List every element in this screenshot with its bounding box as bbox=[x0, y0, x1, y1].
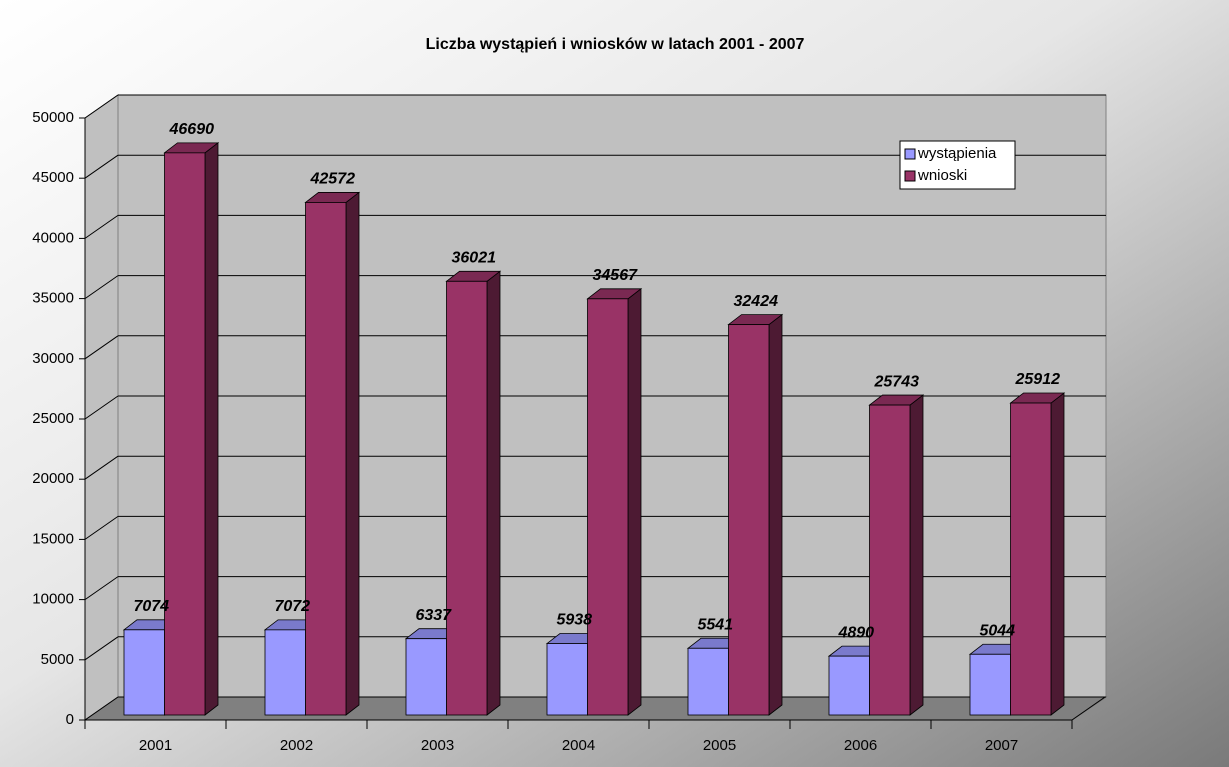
grid-line bbox=[84, 515, 119, 540]
plot: 0 5000 10000 15000 20000 25000 30000 35000 40000… bbox=[32, 94, 1106, 754]
bar-side bbox=[768, 313, 783, 716]
bar-front bbox=[587, 298, 629, 716]
bar bbox=[868, 394, 925, 716]
x-tick-label: 2001 bbox=[139, 737, 172, 754]
legend-swatch bbox=[904, 170, 916, 182]
x-tick-label: 2003 bbox=[421, 737, 454, 754]
y-tick-label: 40000 bbox=[32, 229, 74, 246]
bar-side bbox=[204, 142, 219, 716]
x-tick-label: 2002 bbox=[280, 737, 313, 754]
grid-line bbox=[84, 576, 119, 601]
legend-swatch bbox=[904, 148, 916, 160]
bar-front bbox=[405, 638, 447, 716]
bar-front bbox=[164, 152, 206, 716]
legend-label: wnioski bbox=[917, 167, 967, 184]
grid-line bbox=[84, 455, 119, 480]
bar-front bbox=[869, 404, 911, 716]
y-tick-label: 30000 bbox=[32, 350, 74, 367]
bar-side bbox=[627, 288, 642, 716]
x-tick-label: 2005 bbox=[703, 737, 736, 754]
bar-front bbox=[728, 324, 770, 716]
y-tick-label: 50000 bbox=[32, 109, 74, 126]
bar bbox=[1009, 392, 1066, 716]
bar-side bbox=[486, 270, 501, 716]
value-label: 36021 bbox=[452, 250, 497, 267]
grid-line bbox=[84, 696, 119, 721]
y-tick-label: 25000 bbox=[32, 410, 74, 427]
bar-side bbox=[1050, 392, 1065, 716]
bar bbox=[727, 313, 784, 716]
y-tick-label: 15000 bbox=[32, 530, 74, 547]
value-label: 34567 bbox=[593, 267, 639, 284]
chart-title: Liczba wystąpień i wniosków w latach 200… bbox=[426, 36, 805, 53]
value-label: 25743 bbox=[874, 373, 920, 390]
y-tick-label: 0 bbox=[66, 711, 74, 728]
value-label: 7074 bbox=[133, 598, 169, 615]
value-label: 7072 bbox=[274, 598, 310, 615]
grid-line bbox=[84, 335, 119, 360]
x-tick-label: 2006 bbox=[844, 737, 877, 754]
value-label: 5938 bbox=[556, 612, 592, 629]
bar bbox=[968, 643, 1025, 716]
legend-label: wystąpienia bbox=[917, 145, 997, 162]
value-label: 25912 bbox=[1015, 371, 1061, 388]
value-label: 32424 bbox=[734, 293, 779, 310]
bar bbox=[586, 288, 643, 716]
bar bbox=[163, 142, 220, 716]
y-tick-label: 35000 bbox=[32, 290, 74, 307]
bar-front bbox=[828, 655, 870, 716]
grid-line bbox=[84, 214, 119, 239]
legend-box bbox=[899, 140, 1016, 190]
grid-line bbox=[84, 94, 119, 119]
x-tick-label: 2004 bbox=[562, 737, 595, 754]
y-tick-label: 20000 bbox=[32, 470, 74, 487]
x-tick-label: 2007 bbox=[985, 737, 1018, 754]
value-label: 6337 bbox=[415, 607, 452, 624]
bar bbox=[304, 191, 361, 716]
bar-front bbox=[687, 647, 729, 716]
y-tick-label: 5000 bbox=[41, 651, 74, 668]
legend: wystąpienia wnioski bbox=[899, 140, 1016, 190]
bar-side bbox=[345, 191, 360, 716]
value-label: 42572 bbox=[310, 171, 356, 188]
bar-front bbox=[969, 653, 1011, 716]
floor-edge bbox=[1071, 696, 1106, 721]
bar-front bbox=[1010, 402, 1052, 716]
bar-side bbox=[909, 394, 924, 716]
y-tick-label: 10000 bbox=[32, 591, 74, 608]
grid-line bbox=[84, 275, 119, 300]
y-tick-label: 45000 bbox=[32, 169, 74, 186]
value-label: 5541 bbox=[697, 617, 733, 634]
grid-line bbox=[84, 395, 119, 420]
bar-front bbox=[546, 643, 588, 716]
value-label: 4890 bbox=[837, 624, 874, 641]
bar bbox=[445, 270, 502, 716]
grid-line bbox=[84, 154, 119, 179]
bar-front bbox=[123, 629, 165, 716]
value-label: 5044 bbox=[979, 622, 1015, 639]
value-label: 46690 bbox=[169, 121, 215, 138]
bar-front bbox=[264, 629, 306, 716]
grid-line bbox=[84, 636, 119, 661]
bar-front bbox=[305, 202, 347, 716]
bar-front bbox=[446, 280, 488, 716]
